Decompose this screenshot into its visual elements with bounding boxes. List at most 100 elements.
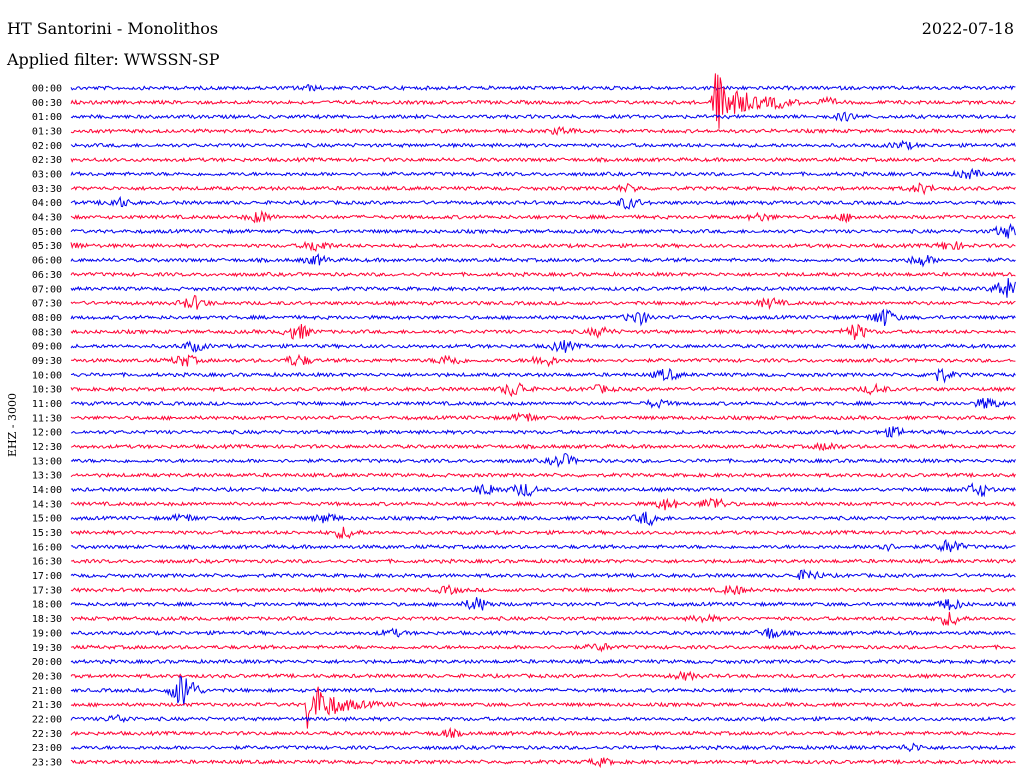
time-tick-label: 07:00	[32, 284, 62, 295]
time-tick-label: 02:00	[32, 141, 62, 152]
seismic-trace-0400	[70, 195, 1016, 210]
seismic-trace-1830	[70, 611, 1016, 627]
time-tick-label: 13:00	[32, 456, 62, 467]
seismic-trace-0530	[70, 240, 1016, 252]
time-tick-label: 20:00	[32, 657, 62, 668]
time-tick-label: 07:30	[32, 299, 62, 310]
time-tick-label: 11:30	[32, 413, 62, 424]
seismic-trace-0900	[70, 340, 1016, 353]
seismic-trace-1000	[70, 367, 1016, 384]
channel-axis-label: EHZ - 3000	[6, 393, 19, 457]
time-tick-label: 08:30	[32, 327, 62, 338]
seismic-trace-0730	[70, 294, 1016, 311]
time-tick-label: 11:00	[32, 399, 62, 410]
seismic-trace-0600	[70, 253, 1016, 268]
seismic-trace-1200	[70, 426, 1016, 438]
seismic-trace-0330	[70, 182, 1016, 196]
time-tick-label: 05:00	[32, 227, 62, 238]
time-tick-label: 09:30	[32, 356, 62, 367]
time-tick-label: 12:30	[32, 442, 62, 453]
time-tick-label: 00:30	[32, 98, 62, 109]
seismic-trace-1900	[70, 627, 1016, 639]
time-tick-label: 09:00	[32, 342, 62, 353]
time-tick-label: 14:30	[32, 499, 62, 510]
time-tick-labels: 00:00 00:30 01:00 01:30 02:00 02:30 03:00 03:30…	[32, 84, 62, 769]
time-tick-label: 19:00	[32, 628, 62, 639]
seismic-trace-0000	[70, 84, 1016, 92]
seismic-trace-0230	[70, 156, 1016, 163]
seismic-trace-0300	[70, 167, 1016, 180]
seismic-trace-2200	[70, 714, 1016, 724]
time-tick-label: 18:30	[32, 614, 62, 625]
seismic-trace-0200	[70, 139, 1016, 151]
time-tick-label: 03:30	[32, 184, 62, 195]
time-tick-label: 23:00	[32, 743, 62, 754]
seismic-trace-1230	[70, 441, 1016, 452]
seismic-trace-1330	[70, 471, 1016, 479]
time-tick-label: 22:00	[32, 714, 62, 725]
seismic-trace-1500	[70, 511, 1016, 527]
seismic-trace-1100	[70, 397, 1016, 409]
station-title: HT Santorini - Monolithos	[7, 19, 219, 38]
time-tick-label: 03:00	[32, 170, 62, 181]
time-tick-label: 17:00	[32, 571, 62, 582]
time-tick-label: 20:30	[32, 671, 62, 682]
time-tick-label: 05:30	[32, 241, 62, 252]
seismic-trace-2130	[70, 686, 1016, 729]
time-tick-label: 16:30	[32, 557, 62, 568]
seismic-trace-0500	[70, 222, 1016, 239]
time-tick-label: 04:30	[32, 213, 62, 224]
seismic-trace-0130	[70, 125, 1016, 136]
seismic-trace-1030	[70, 382, 1016, 398]
time-tick-label: 17:30	[32, 585, 62, 596]
seismic-trace-1730	[70, 584, 1016, 596]
time-tick-label: 18:00	[32, 600, 62, 611]
time-tick-label: 14:00	[32, 485, 62, 496]
seismic-trace-0700	[70, 278, 1016, 298]
time-tick-label: 23:30	[32, 757, 62, 768]
seismic-trace-1630	[70, 557, 1016, 565]
seismic-trace-2300	[70, 742, 1016, 753]
time-tick-label: 16:00	[32, 542, 62, 553]
seismic-trace-2330	[70, 757, 1016, 769]
seismic-trace-2230	[70, 726, 1016, 738]
time-tick-label: 21:30	[32, 700, 62, 711]
seismic-trace-1130	[70, 411, 1016, 422]
seismic-trace-1700	[70, 568, 1016, 580]
seismic-trace-0930	[71, 353, 1016, 368]
seismic-trace-2100	[70, 675, 1016, 706]
time-tick-label: 06:00	[32, 256, 62, 267]
trace-group	[70, 73, 1016, 769]
seismic-trace-2030	[70, 670, 1016, 682]
seismic-trace-1530	[70, 526, 1016, 540]
seismic-trace-0630	[70, 271, 1016, 278]
time-tick-label: 19:30	[32, 643, 62, 654]
seismic-trace-0030	[70, 73, 1016, 129]
seismic-trace-1930	[70, 643, 1016, 653]
time-tick-label: 08:00	[32, 313, 62, 324]
time-tick-label: 10:30	[32, 385, 62, 396]
seismic-trace-0830	[70, 323, 1016, 340]
seismic-trace-0430	[70, 209, 1016, 224]
time-tick-label: 15:30	[32, 528, 62, 539]
time-tick-label: 22:30	[32, 729, 62, 740]
time-tick-label: 01:00	[32, 112, 62, 123]
time-tick-label: 15:00	[32, 514, 62, 525]
time-tick-label: 04:00	[32, 198, 62, 209]
date-label: 2022-07-18	[921, 19, 1014, 38]
time-tick-label: 21:00	[32, 686, 62, 697]
seismic-trace-2000	[70, 658, 1016, 665]
seismic-trace-0800	[70, 308, 1016, 327]
seismic-trace-1300	[70, 453, 1016, 468]
time-tick-label: 01:30	[32, 127, 62, 138]
time-tick-label: 10:00	[32, 370, 62, 381]
seismic-trace-1430	[70, 497, 1016, 511]
seismic-trace-1800	[70, 597, 1016, 611]
seismic-trace-0100	[70, 111, 1016, 122]
time-tick-label: 00:00	[32, 84, 62, 95]
time-tick-label: 02:30	[32, 155, 62, 166]
filter-label: Applied filter: WWSSN-SP	[7, 50, 220, 69]
time-tick-label: 06:30	[32, 270, 62, 281]
time-tick-label: 13:30	[32, 471, 62, 482]
